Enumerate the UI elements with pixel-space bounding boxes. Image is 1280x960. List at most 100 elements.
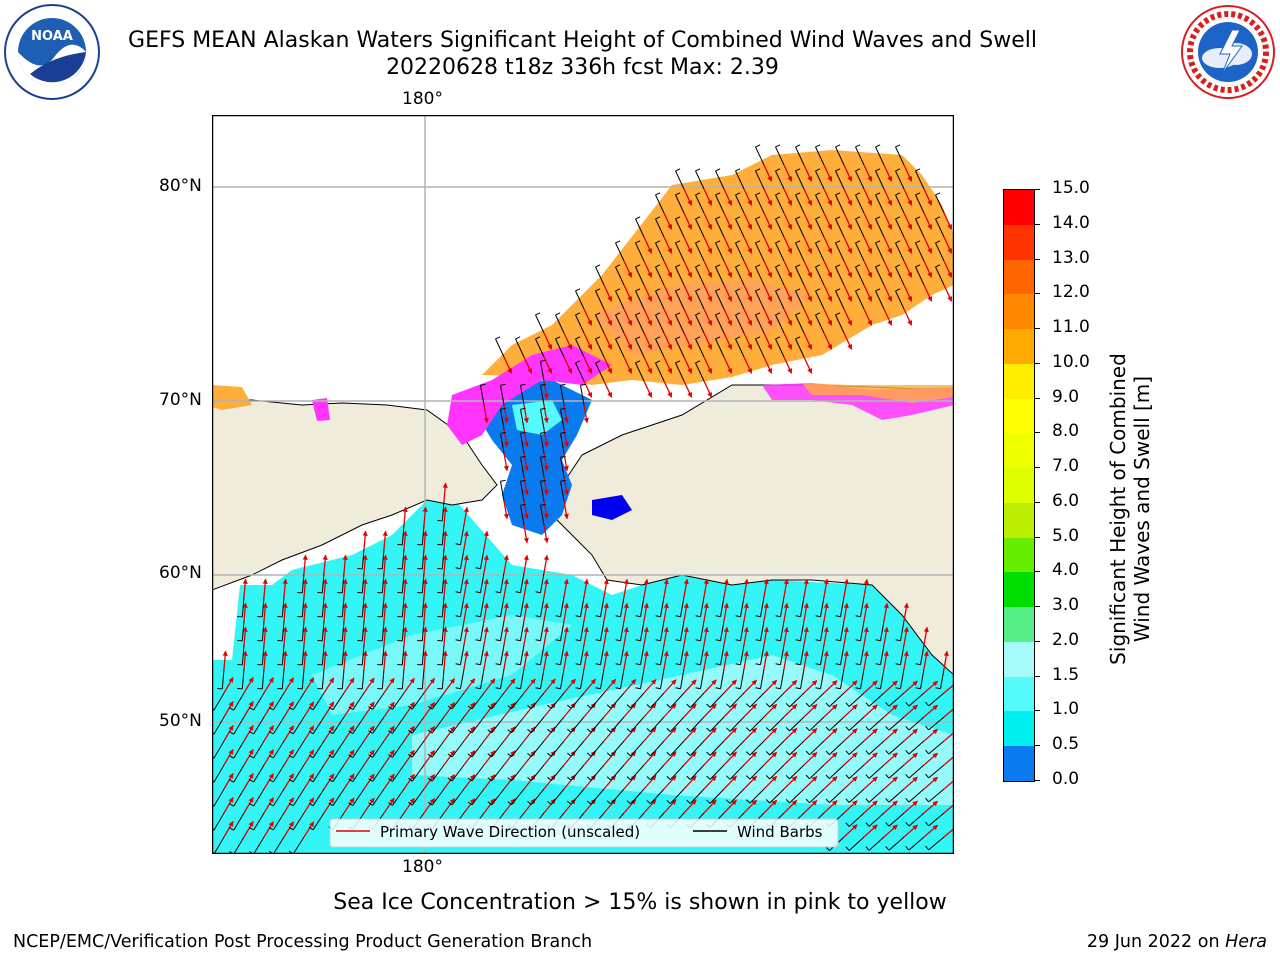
wind-barb <box>441 596 445 617</box>
wind-barb-flag <box>755 615 761 618</box>
wind-barb-flag <box>515 663 521 666</box>
wind-barb-flag <box>480 383 486 386</box>
wind-barb-flag <box>655 240 661 244</box>
wind-barb-flag <box>835 264 841 268</box>
wave-arrow <box>683 626 689 646</box>
wave-arrow <box>843 332 853 350</box>
wave-arrow <box>382 602 388 622</box>
wind-barb-flag <box>348 706 354 711</box>
wind-barb <box>640 668 645 689</box>
wind-barb-flag <box>455 567 461 570</box>
wave-arrow <box>282 578 288 598</box>
wind-barb-flag <box>695 336 701 340</box>
wave-arrow <box>223 773 234 790</box>
wind-barb <box>272 788 285 807</box>
wind-barb-flag <box>595 312 601 316</box>
wind-barb <box>381 644 385 665</box>
colorbar-tick-label: 14.0 <box>1052 212 1090 233</box>
wave-arrow <box>523 702 536 718</box>
wind-barb-flag <box>540 383 546 386</box>
wind-barb-flag <box>575 312 581 316</box>
wind-barb-flag <box>825 726 830 731</box>
wave-arrow <box>863 680 878 694</box>
wind-barb-flag <box>540 503 546 506</box>
wind-barb-flag <box>655 312 661 316</box>
wind-barb <box>835 146 845 166</box>
wave-arrow <box>403 797 415 814</box>
wave-arrow <box>283 725 295 742</box>
wind-barb <box>361 620 365 641</box>
beaufort-ice-orange <box>802 383 954 403</box>
wave-arrow <box>382 650 388 670</box>
wind-barb <box>312 716 325 735</box>
colorbar-tick-mark <box>1034 571 1040 573</box>
wind-barb <box>451 716 465 734</box>
wind-barb <box>915 170 925 190</box>
wave-arrow <box>423 749 436 766</box>
wind-barb <box>401 620 405 641</box>
wave-arrow <box>463 506 469 526</box>
wind-barb-flag <box>388 802 393 806</box>
wave-arrow <box>342 578 348 598</box>
wind-barb <box>520 572 525 593</box>
wind-barb-flag <box>527 729 532 733</box>
wave-arrow <box>643 578 649 598</box>
wind-barb-flag <box>249 827 254 831</box>
wave-arrow <box>623 260 633 278</box>
wave-arrow <box>263 821 274 838</box>
wind-barb <box>868 716 885 731</box>
wind-barb <box>840 596 845 617</box>
wind-barb <box>213 812 225 831</box>
wind-barb <box>720 596 725 617</box>
wind-barb-flag <box>666 703 671 709</box>
wind-barb <box>500 481 505 502</box>
wind-barb-flag <box>288 826 294 831</box>
wind-barb <box>650 788 665 805</box>
wind-barb-flag <box>695 687 701 690</box>
wind-barb-flag <box>825 846 830 851</box>
wind-barb-flag <box>615 663 621 666</box>
wind-barb <box>213 836 225 854</box>
wave-arrow <box>783 775 798 790</box>
wave-arrow <box>343 773 355 790</box>
wave-arrow <box>723 236 733 254</box>
wind-barb-flag <box>855 615 861 618</box>
wind-barb <box>500 596 505 617</box>
wind-barb-flag <box>566 752 572 757</box>
wave-arrow <box>323 701 335 718</box>
wave-arrow <box>943 650 949 670</box>
wind-barb-flag <box>895 216 901 220</box>
wind-barb-flag <box>715 663 721 666</box>
wave-arrow <box>643 260 653 278</box>
wave-arrow <box>703 626 709 646</box>
wind-barb <box>795 266 805 286</box>
wind-barb <box>520 481 525 502</box>
high-wave-band <box>412 655 954 805</box>
colorbar <box>1003 189 1035 782</box>
wind-barb <box>321 644 325 665</box>
wind-barb <box>213 740 225 759</box>
wind-barb <box>680 620 685 641</box>
wind-barb-flag <box>795 288 801 292</box>
wind-barb <box>352 740 365 758</box>
wave-arrow <box>843 704 858 718</box>
wind-barb <box>301 596 305 617</box>
wave-arrow <box>923 776 939 790</box>
wind-barb <box>361 572 365 593</box>
wave-arrow <box>463 798 476 814</box>
wind-barb <box>735 218 745 238</box>
wind-barb <box>600 668 605 689</box>
wind-barb <box>411 764 425 782</box>
wave-arrow <box>843 680 858 694</box>
wind-barb <box>755 242 765 262</box>
wind-barb <box>341 620 345 641</box>
wave-arrow <box>863 284 873 302</box>
wave-arrow <box>743 308 753 326</box>
wave-arrow <box>703 356 713 374</box>
wave-arrow <box>563 476 569 496</box>
wave-arrow <box>643 332 653 350</box>
wind-barb <box>740 596 745 617</box>
wind-barb <box>655 314 665 334</box>
wind-barb-flag <box>308 802 314 807</box>
wave-arrow <box>763 188 773 206</box>
